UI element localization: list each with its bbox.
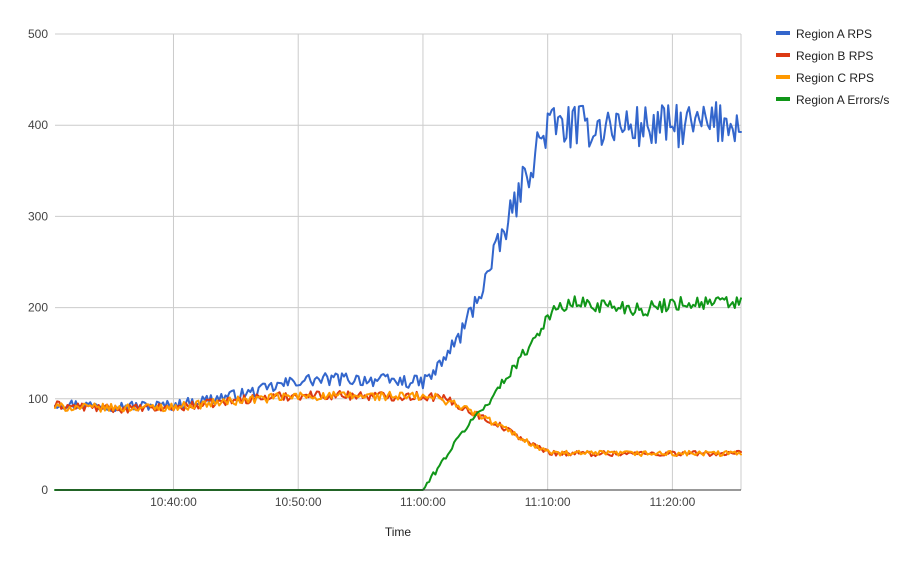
y-tick-label: 200 (28, 301, 48, 315)
series-line-region-b-rps (54, 390, 742, 458)
axes: 0 100 200 300 400 500 10:40:00 10:50:00 11:00:00… (28, 27, 741, 509)
legend-swatch (776, 97, 790, 101)
legend-swatch (776, 31, 790, 35)
x-tick-label: 11:10:00 (525, 495, 571, 509)
x-axis-title: Time (385, 525, 412, 539)
series-layer (54, 101, 742, 491)
y-tick-label: 0 (41, 483, 48, 497)
y-tick-label: 400 (28, 118, 48, 132)
legend-swatch (776, 75, 790, 79)
y-tick-label: 100 (28, 392, 48, 406)
y-tick-label: 300 (28, 209, 48, 223)
x-tick-label: 11:00:00 (400, 495, 446, 509)
grid (55, 33, 742, 490)
legend-label: Region B RPS (796, 49, 873, 63)
series-line-region-c-rps (54, 390, 742, 458)
y-tick-label: 500 (28, 27, 48, 41)
x-tick-label: 11:20:00 (649, 495, 695, 509)
legend-swatch (776, 53, 790, 57)
x-tick-label: 10:50:00 (275, 495, 322, 509)
series-line-region-a-rps (54, 101, 742, 412)
legend: Region A RPS Region B RPS Region C RPS Regi… (776, 27, 889, 107)
series-line-region-a-errors-s (54, 295, 742, 491)
x-tick-label: 10:40:00 (150, 495, 197, 509)
legend-label: Region A RPS (796, 27, 872, 41)
legend-label: Region A Errors/s (796, 93, 889, 107)
legend-label: Region C RPS (796, 71, 874, 85)
